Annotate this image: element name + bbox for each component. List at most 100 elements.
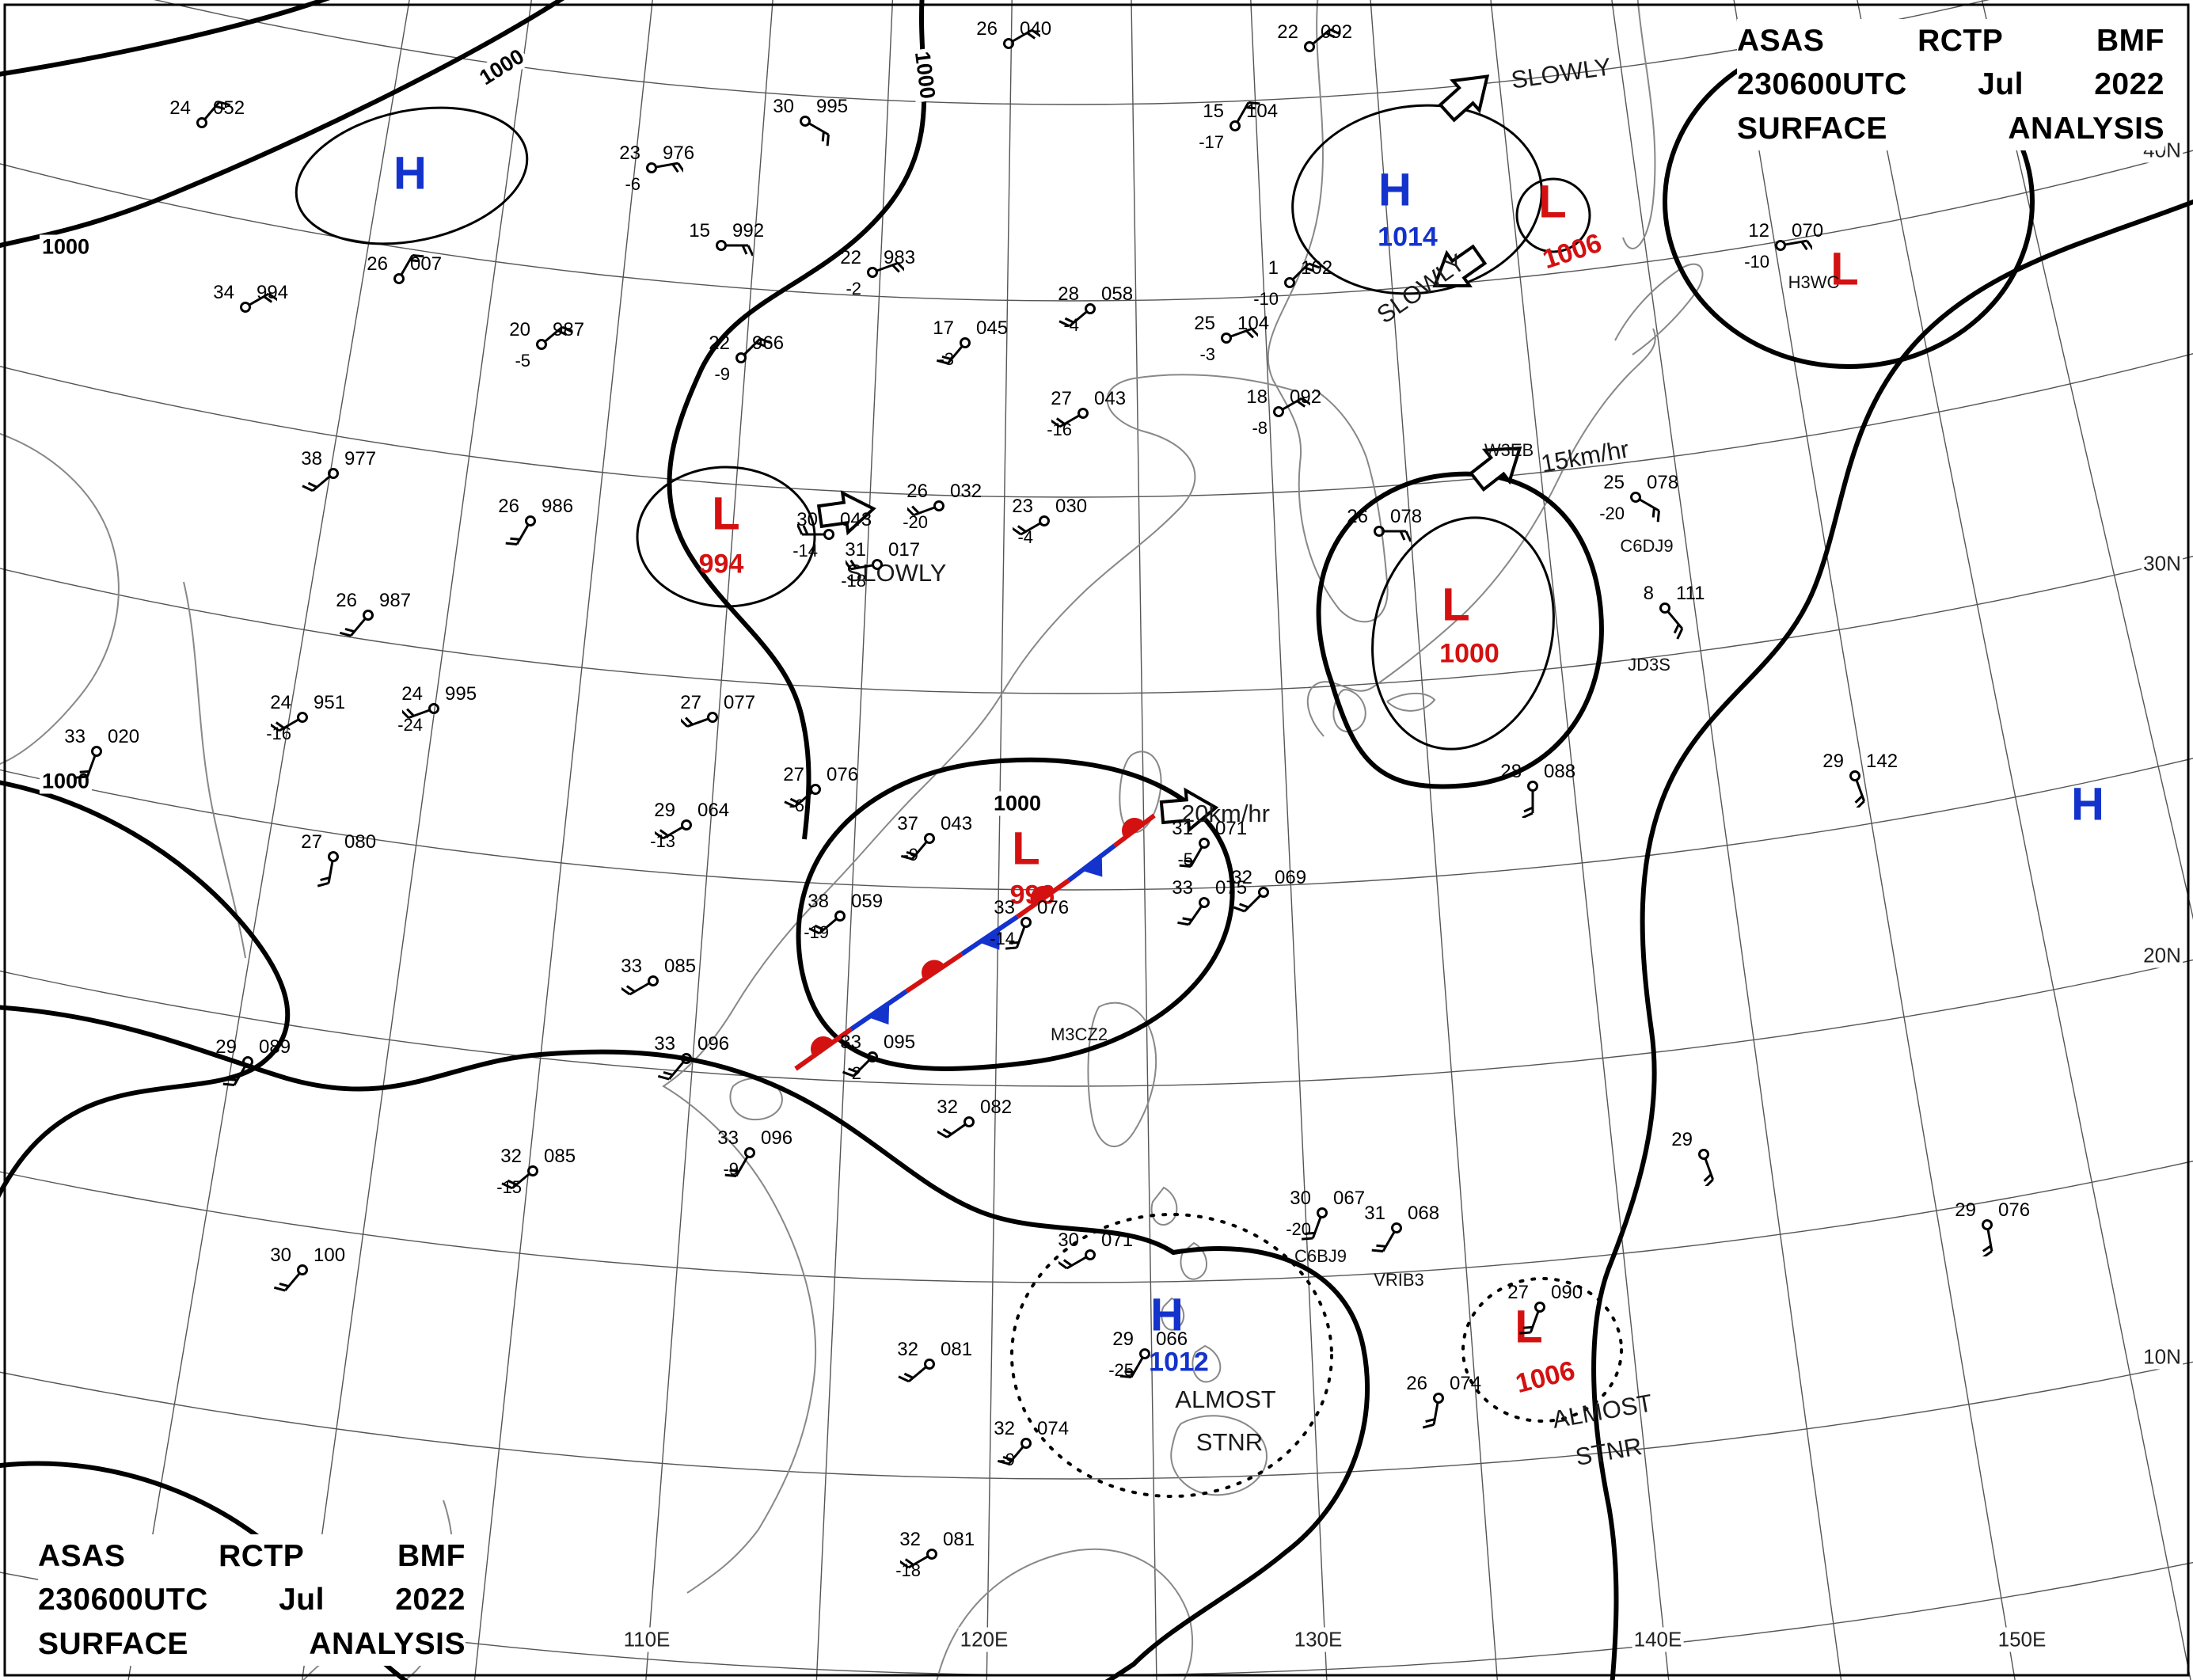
station-temp: 38 bbox=[301, 448, 322, 469]
station-pressure: 096 bbox=[697, 1033, 730, 1055]
pressure-center-value: 994 bbox=[698, 549, 744, 580]
station-pressure: 043 bbox=[941, 813, 973, 834]
station-temp: 33 bbox=[1172, 877, 1193, 899]
station-dewpoint: -6 bbox=[625, 174, 640, 194]
station-pressure: 085 bbox=[544, 1146, 576, 1167]
station-pressure: 045 bbox=[976, 317, 1009, 339]
wind-barb-icon bbox=[937, 1116, 975, 1138]
station-pressure: 075 bbox=[1215, 877, 1248, 899]
wind-barb-icon bbox=[1301, 1207, 1328, 1241]
station-temp: 29 bbox=[654, 800, 675, 821]
warm-front-symbol bbox=[922, 960, 945, 980]
pressure-center-value: 1014 bbox=[1378, 222, 1438, 253]
station-pressure: 071 bbox=[1215, 818, 1248, 839]
station-temp: 26 bbox=[498, 496, 519, 517]
movement-arrows bbox=[816, 74, 1522, 834]
station-temp: 28 bbox=[1500, 761, 1522, 782]
station-pressure: 074 bbox=[1037, 1418, 1070, 1439]
pressure-center-letter: H bbox=[1150, 1289, 1184, 1341]
pressure-center-letter: L bbox=[712, 488, 740, 540]
movement-annotation: STNR bbox=[1195, 1428, 1264, 1456]
station-temp: 32 bbox=[500, 1146, 522, 1167]
station-temp: 29 bbox=[1112, 1328, 1134, 1350]
pressure-center-letter: H bbox=[393, 147, 427, 200]
station-pressure: 095 bbox=[884, 1032, 916, 1053]
station-temp: 24 bbox=[169, 97, 191, 119]
ship-callsign: VRIB3 bbox=[1374, 1270, 1424, 1290]
station-temp: 30 bbox=[773, 96, 794, 117]
station-temp: 34 bbox=[213, 282, 234, 303]
ship-callsign: C6DJ9 bbox=[1620, 536, 1674, 556]
station-temp: 30 bbox=[270, 1245, 291, 1266]
station-pressure: 076 bbox=[827, 764, 859, 785]
station-dewpoint: -24 bbox=[397, 715, 423, 735]
station-pressure: 081 bbox=[943, 1529, 975, 1550]
wind-barb-icon bbox=[900, 833, 935, 861]
station-pressure: 088 bbox=[1544, 761, 1576, 782]
station-pressure: 058 bbox=[1101, 283, 1134, 305]
station-temp: 33 bbox=[994, 897, 1015, 918]
station-pressure: 080 bbox=[344, 831, 377, 853]
title-word: ASAS bbox=[38, 1538, 126, 1573]
station-temp: 22 bbox=[1277, 21, 1298, 43]
wind-barb-icon bbox=[317, 851, 339, 888]
wind-barb-icon bbox=[1371, 1222, 1402, 1252]
station-dewpoint: -16 bbox=[266, 724, 291, 743]
coast-sakhalin bbox=[1622, 0, 1656, 249]
title-word: BMF bbox=[397, 1538, 466, 1573]
station-temp: 30 bbox=[796, 509, 818, 530]
isobar-l1006b-dotted bbox=[1461, 1277, 1623, 1423]
station-pressure: 085 bbox=[664, 956, 697, 977]
movement-arrow-icon bbox=[1438, 74, 1490, 123]
station-temp: 27 bbox=[783, 764, 804, 785]
station-dewpoint: -8 bbox=[1252, 418, 1268, 438]
movement-arrow-icon bbox=[1159, 787, 1219, 834]
station-pressure: 995 bbox=[445, 683, 477, 705]
meridian-95E bbox=[127, 0, 410, 1680]
wind-barb-icon bbox=[646, 162, 683, 173]
parallel-20N bbox=[0, 959, 2193, 1087]
station-temp: 29 bbox=[1671, 1129, 1693, 1150]
station-pressure: 976 bbox=[663, 143, 695, 164]
meridian-115E bbox=[815, 0, 894, 1680]
station-dewpoint: -25 bbox=[1108, 1360, 1134, 1380]
title-line: ASAS RCTP BMF bbox=[38, 1534, 466, 1578]
pressure-center-letter: L bbox=[1442, 579, 1470, 631]
title-word: RCTP bbox=[219, 1538, 305, 1573]
station-dewpoint: -20 bbox=[1599, 504, 1625, 523]
meridian-130E bbox=[1250, 0, 1328, 1680]
title-word: Jul bbox=[1978, 67, 2024, 102]
isobar-value-label: 1000 bbox=[39, 234, 93, 260]
station-dewpoint: -13 bbox=[650, 831, 675, 851]
isobar-japan-low-outer bbox=[1316, 471, 1604, 789]
wind-barb-icon bbox=[240, 292, 277, 313]
pressure-center-letter: L bbox=[1830, 243, 1859, 295]
station-pressure: 070 bbox=[1792, 220, 1824, 241]
station-pressure: 096 bbox=[761, 1127, 793, 1149]
wind-barb-icon bbox=[1233, 887, 1269, 913]
station-temp: 15 bbox=[689, 220, 710, 241]
graticule-label: 120E bbox=[958, 1627, 1010, 1652]
meridian-160E bbox=[1981, 0, 2193, 920]
movement-annotation: SLOWLY bbox=[846, 559, 947, 587]
pressure-center-letter: H bbox=[1378, 164, 1412, 216]
ship-callsign: W3EB bbox=[1484, 440, 1534, 460]
station-temp: 25 bbox=[1603, 472, 1625, 493]
isobar-japan-low-inner bbox=[1371, 516, 1555, 751]
graticule-label: 30N bbox=[2142, 551, 2183, 576]
title-word: RCTP bbox=[1917, 24, 2004, 58]
title-word: Jul bbox=[279, 1583, 325, 1617]
title-word: ANALYSIS bbox=[2008, 111, 2164, 146]
station-pressure: 007 bbox=[410, 253, 443, 275]
station-pressure: 090 bbox=[1551, 1282, 1583, 1303]
station-temp: 18 bbox=[1246, 386, 1268, 408]
meridian-150E bbox=[1733, 0, 2016, 1680]
graticule-label: 140E bbox=[1632, 1627, 1684, 1652]
wind-barb-icon bbox=[808, 910, 846, 935]
wind-barb-icon bbox=[1518, 1302, 1545, 1335]
station-temp: 29 bbox=[215, 1036, 237, 1058]
station-temp: 37 bbox=[897, 813, 918, 834]
station-temp: 31 bbox=[845, 539, 866, 561]
title-word: BMF bbox=[2096, 24, 2164, 58]
movement-arrow-icon bbox=[816, 490, 876, 536]
